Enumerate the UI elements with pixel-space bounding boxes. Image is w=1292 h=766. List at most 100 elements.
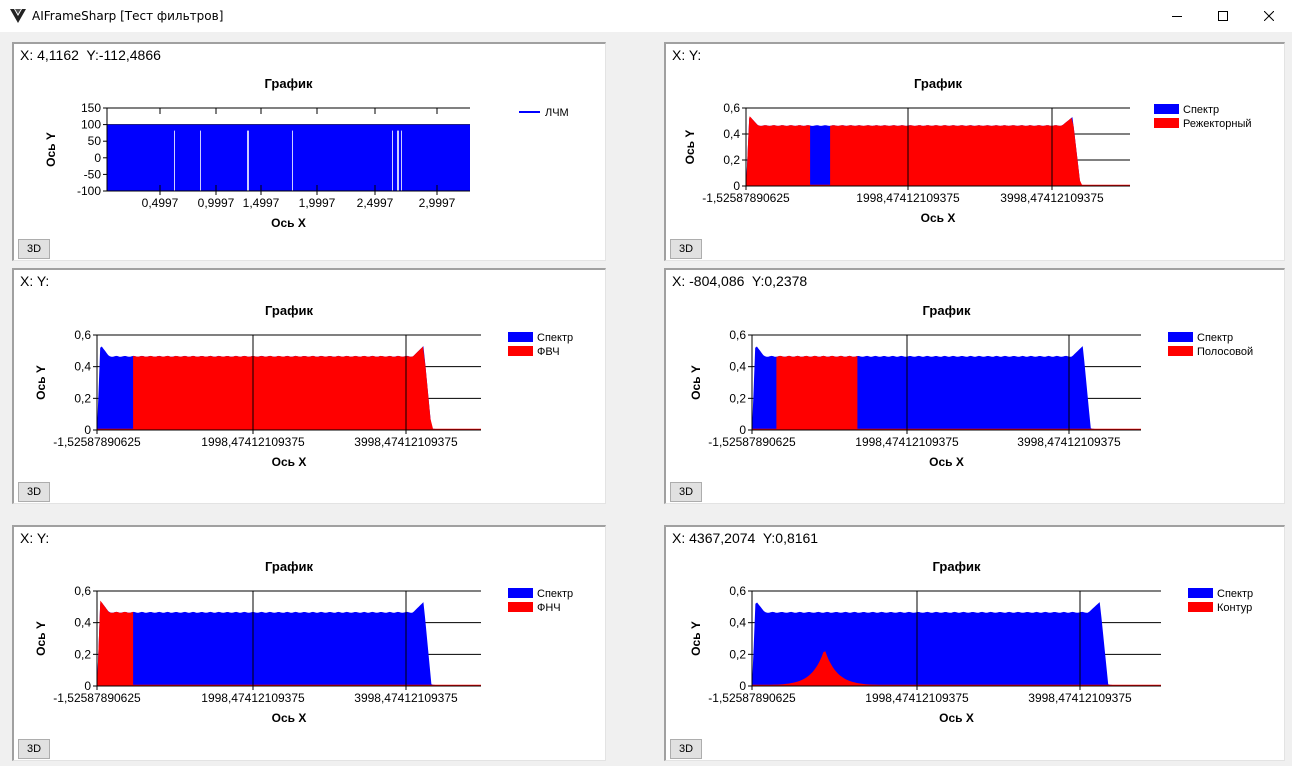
legend-label: Контур (1217, 602, 1252, 614)
chart-panel-4[interactable]: X: -804,086 Y:0,2378 График Ось X Ось Y 0,6 0… (664, 268, 1285, 504)
y-tick-label: 0 (84, 423, 91, 437)
maximize-icon (1218, 11, 1228, 21)
legend-swatch (508, 332, 533, 342)
series-spectrum (97, 602, 481, 686)
x-tick-label: 1998,47412109375 (865, 691, 969, 705)
toggle-3d-button[interactable]: 3D (18, 239, 50, 259)
legend-swatch (508, 602, 533, 612)
y-tick-label: 0,4 (74, 616, 91, 630)
y-tick-label: 0 (84, 679, 91, 693)
chart-title: График (265, 559, 313, 574)
x-tick-label: -1,52587890625 (708, 691, 796, 705)
x-tick-label: -1,52587890625 (708, 435, 796, 449)
signal-gap (174, 130, 175, 191)
legend-swatch (508, 588, 533, 598)
chart-title: График (265, 76, 313, 91)
series-filter-region-1 (776, 355, 858, 430)
window-title: AIFrameSharp [Тест фильтров] (32, 9, 224, 23)
x-tick-label: 3998,47412109375 (1000, 191, 1104, 205)
x-tick-label: 2,9997 (419, 196, 456, 210)
close-button[interactable] (1246, 0, 1292, 32)
minimize-button[interactable] (1154, 0, 1200, 32)
x-tick-label: 3998,47412109375 (354, 691, 458, 705)
x-axis-label: Ось X (929, 455, 964, 469)
x-tick-label: 1,4997 (243, 196, 280, 210)
series-filter-region-1 (97, 600, 134, 686)
maximize-button[interactable] (1200, 0, 1246, 32)
series-spectrum (752, 602, 1161, 686)
legend-swatch (1154, 104, 1179, 114)
y-tick-label: 0,6 (723, 101, 740, 115)
legend-label: Полосовой (1197, 346, 1253, 358)
x-tick-label: 0,4997 (142, 196, 179, 210)
x-tick-label: 3998,47412109375 (1028, 691, 1132, 705)
chart-panel-6[interactable]: X: 4367,2074 Y:0,8161 График Ось X Ось Y 0,6… (664, 525, 1285, 761)
y-tick-label: 0,6 (729, 584, 746, 598)
x-tick-label: 3998,47412109375 (1017, 435, 1121, 449)
y-tick-label: 0,6 (74, 584, 91, 598)
x-axis-label: Ось X (272, 455, 307, 469)
toggle-3d-button[interactable]: 3D (18, 482, 50, 502)
toggle-3d-button[interactable]: 3D (670, 239, 702, 259)
legend-label: Спектр (1217, 588, 1253, 600)
y-axis-label: Ось Y (34, 621, 48, 656)
chart-title: График (265, 303, 313, 318)
x-tick-label: -1,52587890625 (53, 691, 141, 705)
x-tick-label: 1,9997 (299, 196, 336, 210)
y-tick-label: 0,2 (729, 391, 746, 405)
legend-label: Спектр (1183, 104, 1219, 116)
x-axis-label: Ось X (272, 711, 307, 725)
toggle-3d-button[interactable]: 3D (670, 739, 702, 759)
chart-title: График (914, 76, 962, 91)
signal-gap (397, 130, 399, 191)
series-filter-region-1 (746, 116, 811, 186)
x-tick-label: 0,9997 (198, 196, 235, 210)
cursor-coordinates: X: 4367,2074 Y:0,8161 (672, 530, 819, 546)
legend-label: Режекторный (1183, 118, 1252, 130)
toggle-3d-button[interactable]: 3D (18, 739, 50, 759)
chart-panel-5[interactable]: X: Y: График Ось X Ось Y 0,6 0,4 0,2 0 -1,525878… (12, 525, 606, 761)
legend-swatch (1188, 588, 1213, 598)
chart-panel-3[interactable]: X: Y: График Ось X Ось Y 0,6 0,4 0,2 0 -1,525878… (12, 268, 606, 504)
x-tick-label: 1998,47412109375 (855, 435, 959, 449)
x-tick-label: 1998,47412109375 (856, 191, 960, 205)
legend-swatch (1168, 332, 1193, 342)
x-axis-label: Ось X (921, 211, 956, 225)
toggle-3d-button[interactable]: 3D (670, 482, 702, 502)
legend-swatch (1188, 602, 1213, 612)
signal-gap (292, 130, 293, 191)
legend-label: Спектр (537, 332, 573, 344)
legend-label: ФВЧ (537, 346, 560, 358)
title-bar[interactable]: AIFrameSharp [Тест фильтров] (0, 0, 1292, 32)
chart-6: График Ось X Ось Y 0,6 0,4 0,2 0-1,52587890625… (689, 559, 1253, 725)
y-tick-label: 0,2 (74, 391, 91, 405)
chart-panel-2[interactable]: X: Y: График Ось X Ось Y 0,6 0,4 0,2 0 -1,525878… (664, 42, 1285, 261)
minimize-icon (1172, 16, 1182, 17)
y-tick-label: 0,2 (723, 153, 740, 167)
chart-panel-1[interactable]: X: 4,1162 Y:-112,4866 График Ось X Ось Y 150… (12, 42, 606, 261)
series-contour (752, 651, 1119, 686)
cursor-coordinates: X: Y: (20, 273, 50, 289)
legend-swatch (508, 346, 533, 356)
series-lfm-band (107, 124, 470, 191)
y-tick-label: 100 (81, 118, 101, 132)
legend-label: Спектр (537, 588, 573, 600)
cursor-coordinates: X: Y: (672, 47, 702, 63)
series-filter-region-2 (830, 117, 1082, 186)
x-axis-label: Ось X (271, 216, 306, 230)
chart-3: График Ось X Ось Y 0,6 0,4 0,2 0-1,52587890625… (34, 303, 573, 469)
legend-swatch (1168, 346, 1193, 356)
y-tick-label: 150 (81, 101, 101, 115)
y-tick-label: 0 (739, 423, 746, 437)
chart-2: График Ось X Ось Y 0,6 0,4 0,2 0-1,52587890625… (683, 76, 1252, 225)
y-tick-label: 0,2 (729, 647, 746, 661)
y-tick-label: 0,4 (723, 127, 740, 141)
cursor-coordinates: X: -804,086 Y:0,2378 (672, 273, 808, 289)
y-axis-label: Ось Y (689, 621, 703, 656)
cursor-coordinates: X: 4,1162 Y:-112,4866 (20, 47, 161, 63)
y-axis-label: Ось Y (34, 365, 48, 400)
signal-gap (200, 130, 201, 191)
y-tick-label: -100 (77, 184, 101, 198)
y-tick-label: 0 (733, 179, 740, 193)
y-tick-label: 0,4 (729, 616, 746, 630)
